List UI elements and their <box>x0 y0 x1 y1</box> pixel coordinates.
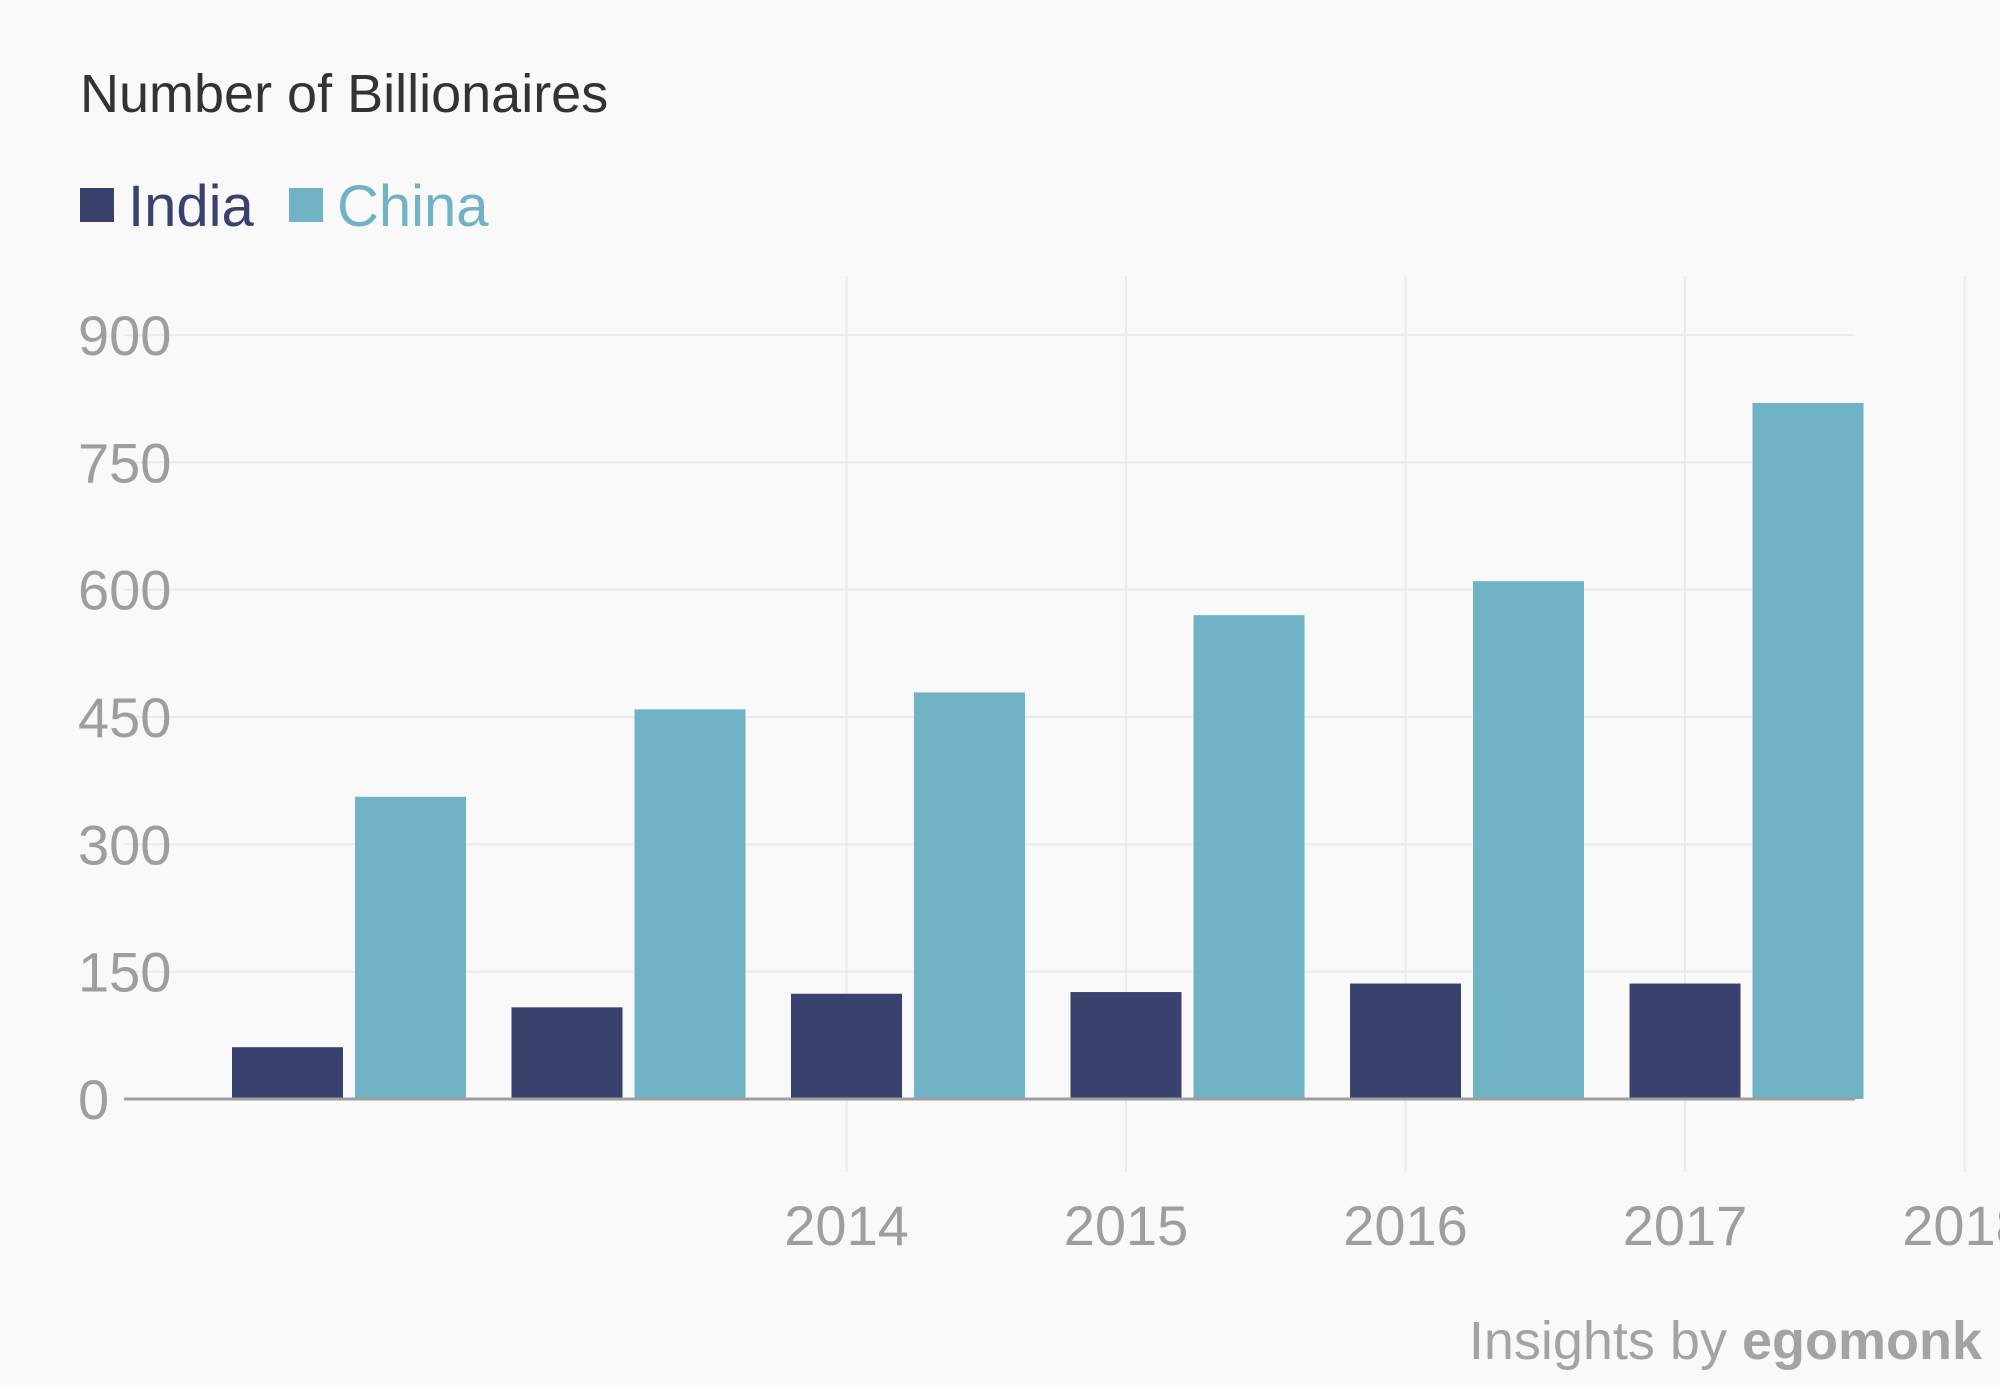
y-tick-label: 600 <box>78 559 171 622</box>
watermark-brand: egomonk <box>1741 1311 1982 1371</box>
x-tick-label: 2015 <box>1064 1194 1189 1257</box>
x-tick-label: 2017 <box>1623 1194 1748 1257</box>
bar-india <box>232 1047 343 1099</box>
bar-india <box>1350 983 1461 1099</box>
bar-india <box>791 993 902 1099</box>
y-tick-label: 450 <box>78 686 171 749</box>
bar-china <box>914 692 1025 1099</box>
x-tick-label: 2014 <box>784 1194 909 1257</box>
watermark: Insights by egomonk <box>1469 1310 1982 1372</box>
bar-china <box>1752 402 1864 1099</box>
y-tick-label: 0 <box>78 1068 109 1131</box>
y-tick-label: 300 <box>78 813 171 876</box>
bar-india <box>1070 992 1182 1099</box>
x-tick-label: 2018 <box>1902 1194 2000 1257</box>
bar-china <box>1473 581 1584 1099</box>
watermark-prefix: Insights by <box>1468 1311 1727 1371</box>
bar-china <box>634 709 746 1099</box>
legend-label-india: India <box>128 174 255 239</box>
legend-label-china: China <box>337 174 489 239</box>
chart-title: Number of Billionaires <box>80 64 608 124</box>
legend-swatch-china <box>289 188 323 222</box>
legend: India China <box>80 174 489 239</box>
legend-swatch-india <box>80 188 114 222</box>
y-tick-label: 750 <box>78 431 171 494</box>
bar-india <box>511 1007 623 1099</box>
bar-china <box>1193 615 1305 1099</box>
y-tick-label: 900 <box>78 304 171 367</box>
y-axis-ticks: 0 150 300 450 600 750 900 <box>78 304 171 1131</box>
bar-india <box>1629 983 1741 1099</box>
bar-china <box>355 796 466 1099</box>
bars <box>232 402 1864 1099</box>
x-tick-label: 2016 <box>1343 1194 1468 1257</box>
y-tick-label: 150 <box>78 941 171 1004</box>
x-axis-ticks: 2014 2015 2016 2017 2018 <box>784 1194 2000 1257</box>
